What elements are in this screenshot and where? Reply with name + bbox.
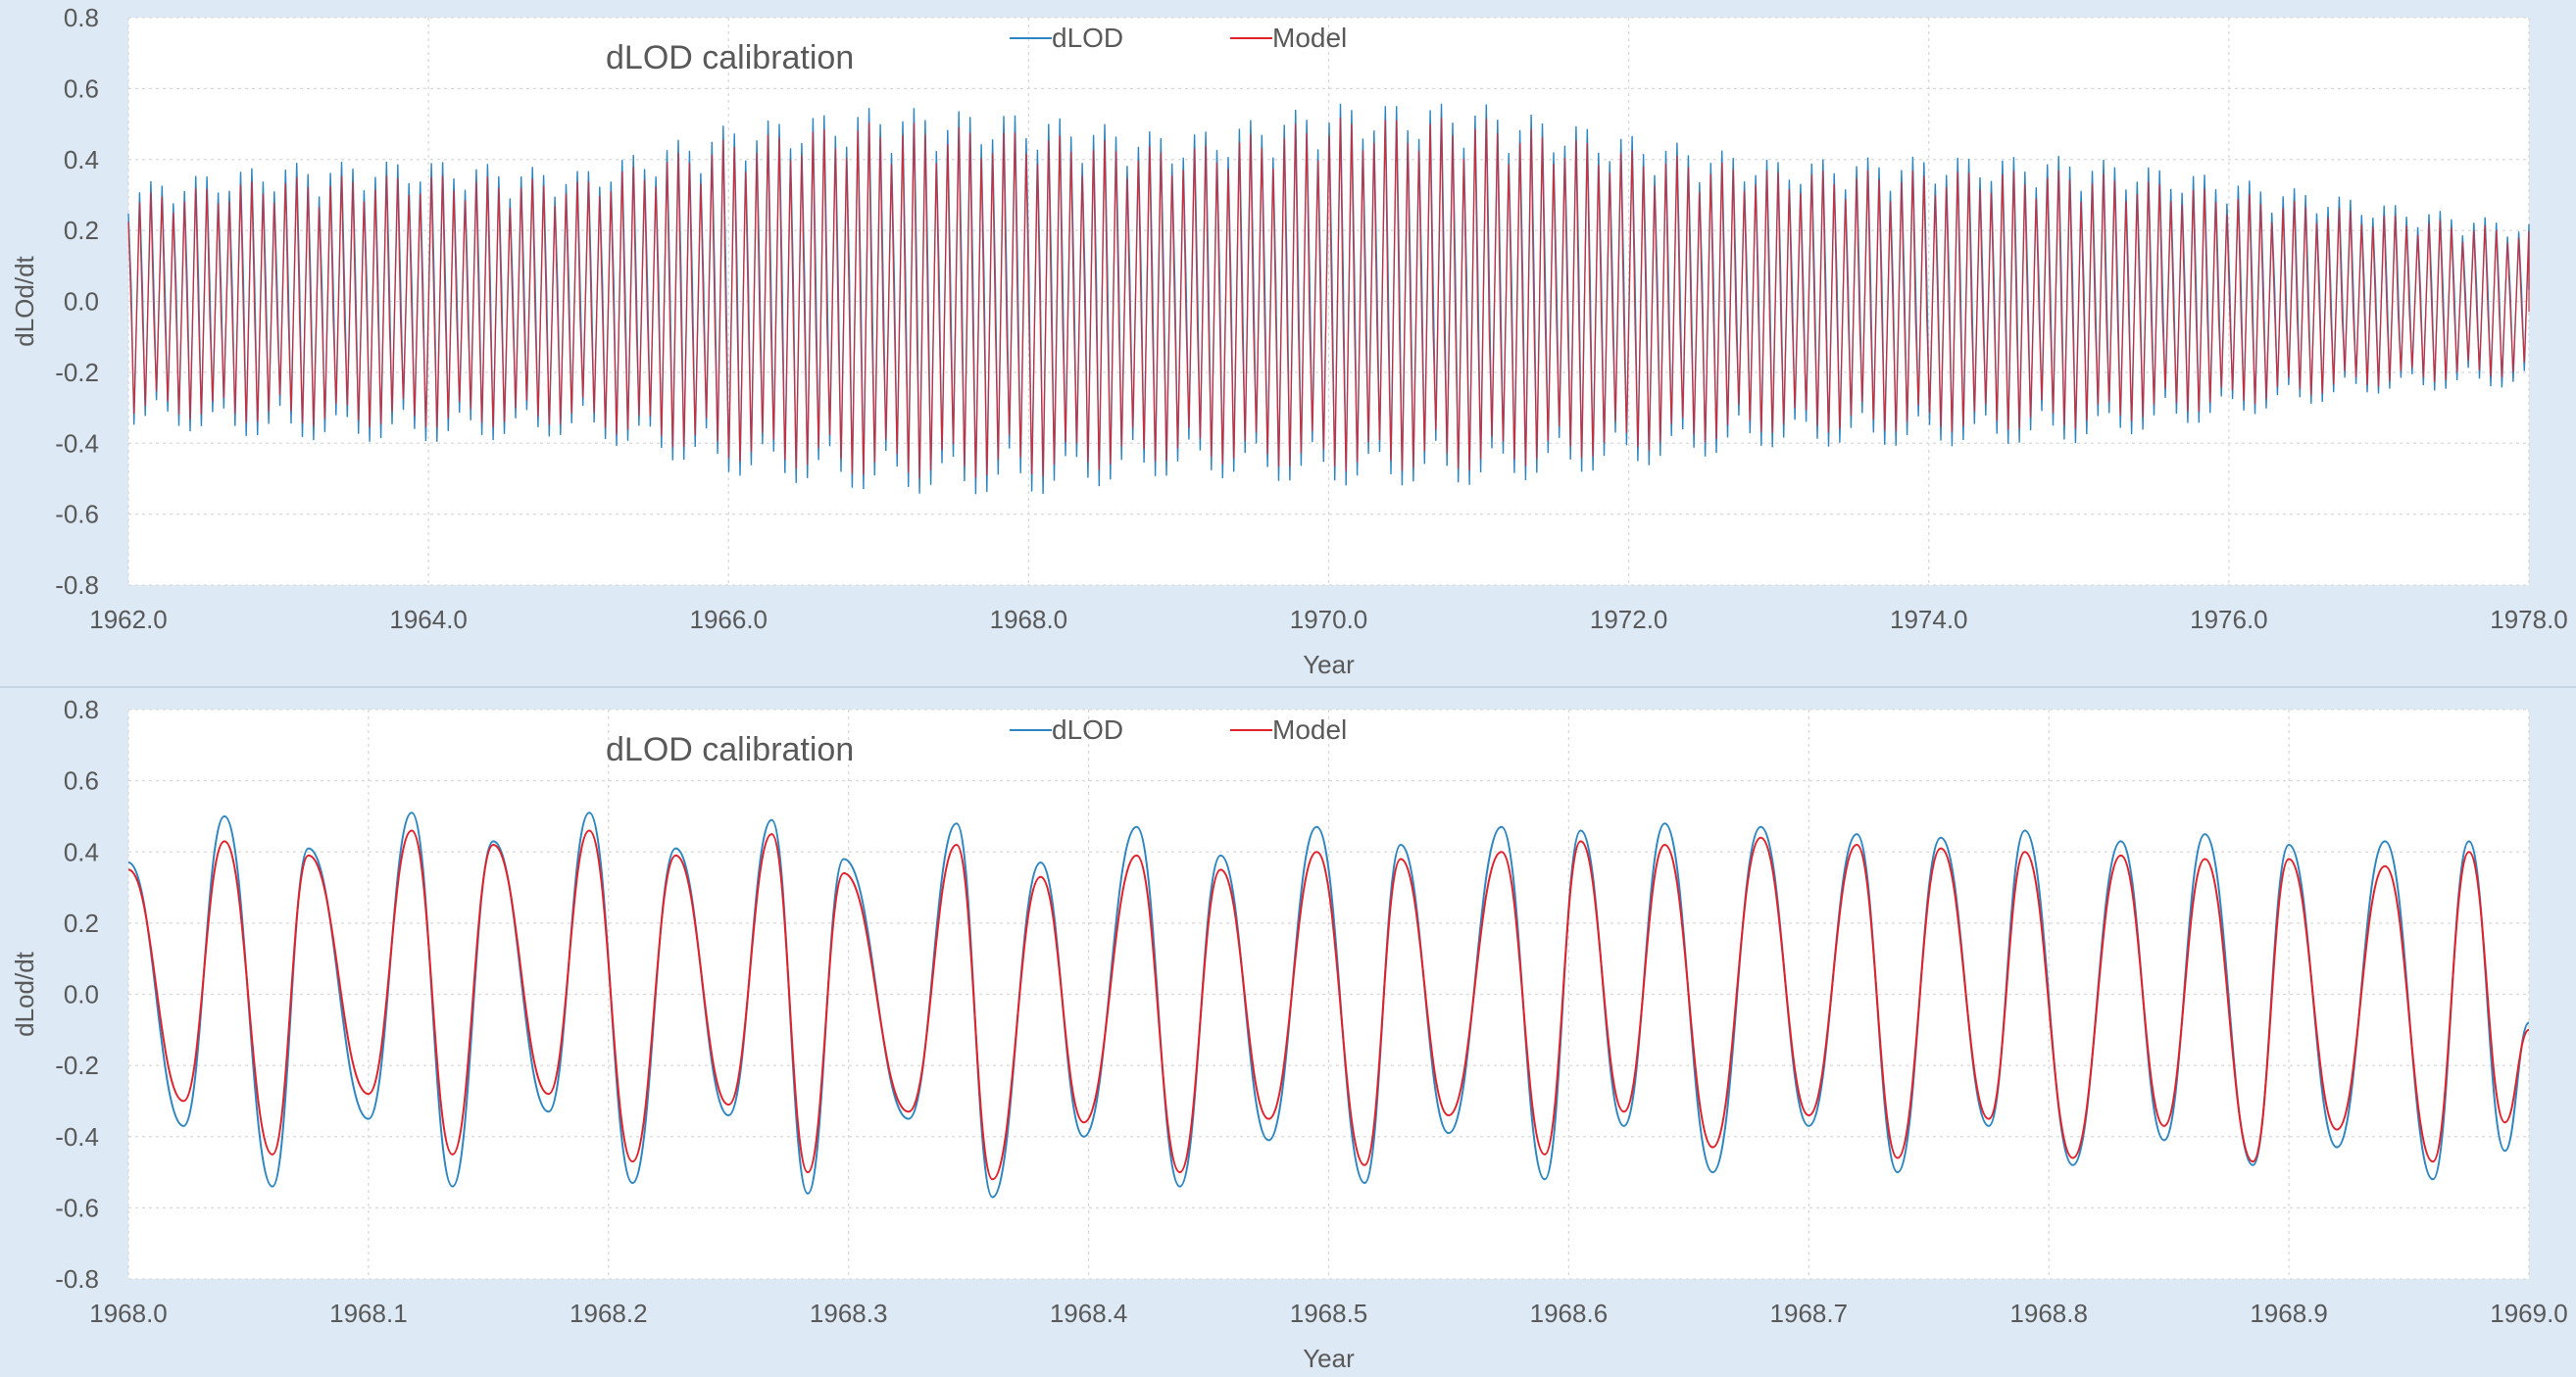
x-tick-label: 1968.9: [2250, 1299, 2328, 1328]
y-tick-label: -0.8: [55, 570, 99, 600]
y-tick-label: 0.2: [64, 909, 99, 938]
x-axis-title: Year: [1303, 1344, 1355, 1373]
legend-label-dlod: dLOD: [1052, 714, 1123, 745]
x-tick-label: 1962.0: [89, 605, 168, 634]
x-tick-label: 1968.0: [89, 1299, 168, 1328]
y-tick-label: 0.8: [64, 695, 99, 724]
x-tick-label: 1970.0: [1290, 605, 1368, 634]
y-tick-label: 0.8: [64, 3, 99, 32]
chart-title: dLOD calibration: [606, 731, 854, 768]
y-axis-title: dLOd/dt: [10, 255, 39, 346]
y-tick-label: 0.2: [64, 216, 99, 245]
y-tick-label: -0.8: [55, 1264, 99, 1294]
y-tick-label: 0.0: [64, 287, 99, 317]
x-tick-label: 1964.0: [389, 605, 468, 634]
legend-label-dlod: dLOD: [1052, 23, 1123, 53]
x-tick-label: 1974.0: [1890, 605, 1968, 634]
y-tick-label: -0.6: [55, 1193, 99, 1222]
chart-title: dLOD calibration: [606, 39, 854, 76]
y-tick-label: 0.4: [64, 145, 99, 174]
chart-1968-zoom: 0.8 0.6 0.4 0.2 0.0 -0.2 -0.4 -0.6 -0.8 1968.0 196…: [10, 695, 2568, 1373]
x-tick-label: 1966.0: [689, 605, 768, 634]
legend-label-model: Model: [1272, 714, 1347, 745]
y-tick-label: -0.4: [55, 428, 99, 458]
series-line-model: [127, 829, 2530, 1181]
x-axis-title: Year: [1303, 650, 1355, 679]
legend-label-model: Model: [1272, 23, 1347, 53]
y-tick-label: 0.4: [64, 837, 99, 866]
x-tick-label: 1976.0: [2190, 605, 2268, 634]
y-tick-label: -0.6: [55, 500, 99, 529]
chart-divider: [0, 686, 2576, 688]
legend: dLOD Model: [1010, 714, 1347, 745]
y-tick-label: 0.6: [64, 74, 99, 103]
x-tick-label: 1968.5: [1290, 1299, 1368, 1328]
y-axis-title: dLod/dt: [10, 951, 39, 1037]
x-tick-label: 1968.3: [810, 1299, 888, 1328]
y-tick-label: -0.2: [55, 358, 99, 387]
y-tick-label: -0.4: [55, 1122, 99, 1152]
x-tick-label: 1968.4: [1050, 1299, 1128, 1328]
x-tick-label: 1968.0: [990, 605, 1068, 634]
chart-full-range: 0.8 0.6 0.4 0.2 0.0 -0.2 -0.4 -0.6 -0.8 1962.0 196…: [10, 3, 2568, 679]
x-tick-label: 1968.8: [2009, 1299, 2088, 1328]
x-tick-label: 1972.0: [1590, 605, 1668, 634]
x-tick-label: 1968.7: [1770, 1299, 1849, 1328]
series-line-model: [127, 118, 2530, 479]
y-tick-label: 0.0: [64, 980, 99, 1009]
x-tick-label: 1978.0: [2490, 605, 2568, 634]
x-tick-label: 1968.6: [1530, 1299, 1609, 1328]
x-tick-label: 1968.2: [570, 1299, 648, 1328]
y-tick-label: -0.2: [55, 1051, 99, 1080]
legend: dLOD Model: [1010, 23, 1347, 53]
x-tick-label: 1968.1: [329, 1299, 408, 1328]
y-tick-label: 0.6: [64, 766, 99, 796]
x-tick-label: 1969.0: [2490, 1299, 2568, 1328]
